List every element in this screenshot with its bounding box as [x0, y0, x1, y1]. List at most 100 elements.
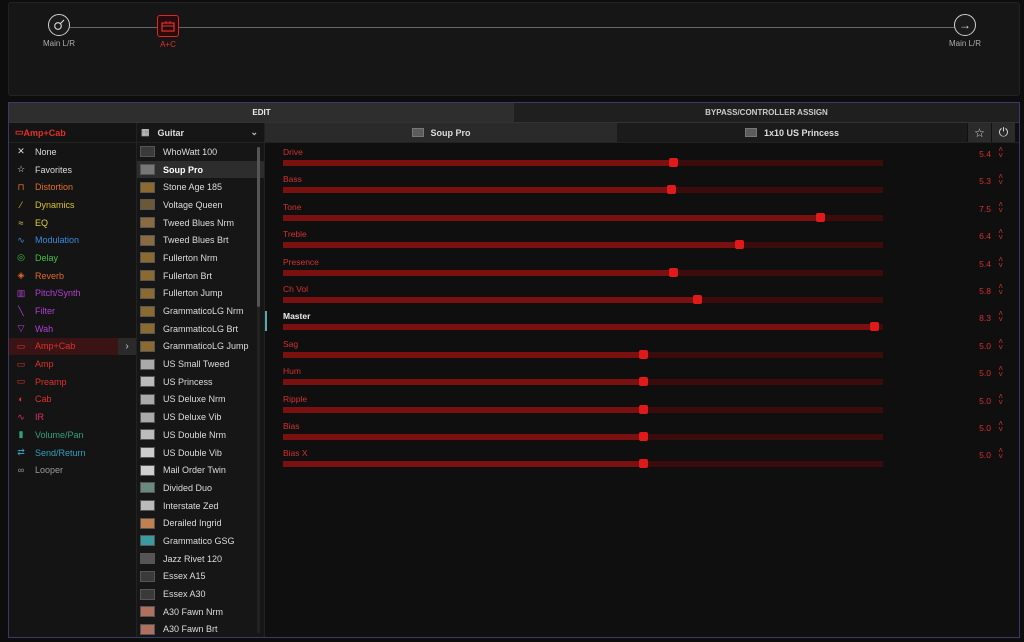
category-item[interactable]: ◈ Reverb: [9, 267, 136, 285]
category-item[interactable]: ▭ Amp: [9, 355, 136, 373]
amp-thumbnail-icon: [140, 323, 155, 335]
category-item[interactable]: ☆ Favorites: [9, 161, 136, 179]
model-item[interactable]: US Deluxe Vib: [137, 408, 264, 426]
model-list-header[interactable]: ▦ Guitar ⌄: [137, 123, 264, 143]
tab-bypass-controller-assign[interactable]: BYPASS/CONTROLLER ASSIGN: [514, 103, 1019, 123]
parameter-slider-handle[interactable]: [639, 349, 648, 359]
up-down-arrows-icon[interactable]: ˄ ˅: [998, 364, 1003, 380]
model-label: A30 Fawn Nrm: [163, 606, 224, 617]
model-item[interactable]: GrammaticoLG Nrm: [137, 302, 264, 320]
up-down-arrows-icon[interactable]: ˄ ˅: [998, 199, 1003, 215]
up-down-arrows-icon[interactable]: ˄ ˅: [998, 419, 1003, 434]
model-item[interactable]: Grammatico GSG: [137, 532, 264, 550]
model-label: Essex A30: [163, 589, 206, 600]
category-item[interactable]: ▭ Amp+Cab ›: [9, 337, 136, 356]
amp-cab-block[interactable]: [157, 15, 179, 37]
dynamics-icon: ⁄: [20, 199, 22, 210]
model-item[interactable]: US Deluxe Nrm: [137, 391, 264, 409]
model-item[interactable]: Fullerton Nrm: [137, 249, 264, 267]
category-item[interactable]: ≈ EQ: [9, 214, 136, 232]
amp-thumbnail-icon: [140, 376, 155, 388]
ampcab-icon: ▭: [15, 127, 24, 137]
cab-thumbnail-icon: [744, 128, 757, 137]
model-list-scroll-track[interactable]: [257, 147, 260, 633]
category-item[interactable]: ▮ Volume/Pan: [9, 426, 136, 444]
category-item[interactable]: ∿ Modulation: [9, 231, 136, 249]
model-item[interactable]: Jazz Rivet 120: [137, 550, 264, 568]
up-down-arrows-icon[interactable]: ˄ ˅: [998, 254, 1003, 270]
parameter-slider-handle[interactable]: [639, 432, 648, 441]
model-item[interactable]: US Princess: [137, 373, 264, 391]
parameter-slider-handle[interactable]: [666, 185, 676, 195]
model-item[interactable]: GrammaticoLG Jump: [137, 338, 264, 356]
model-item[interactable]: A30 Fawn Nrm: [137, 603, 264, 621]
up-down-arrows-icon[interactable]: ˄ ˅: [998, 336, 1003, 352]
parameter-slider-handle[interactable]: [669, 158, 678, 167]
power-button[interactable]: ⏻: [991, 123, 1015, 142]
category-item[interactable]: ◎ Delay: [9, 249, 136, 267]
category-item[interactable]: ⇄ Send/Return: [9, 444, 136, 462]
parameter-name: Ch Vol: [283, 284, 309, 294]
model-list-scrollbar[interactable]: [257, 147, 260, 307]
model-item[interactable]: US Double Nrm: [137, 426, 264, 444]
model-item[interactable]: Voltage Queen: [137, 196, 264, 214]
model-label: Fullerton Nrm: [163, 252, 218, 263]
category-item[interactable]: ⁄ Dynamics: [9, 196, 136, 214]
model-item[interactable]: Fullerton Jump: [137, 285, 264, 303]
parameter-slider-handle[interactable]: [693, 295, 702, 304]
model-item[interactable]: WhoWatt 100: [137, 143, 264, 161]
favorite-star-button[interactable]: ☆: [967, 123, 991, 142]
up-down-arrows-icon[interactable]: ˄ ˅: [998, 446, 1003, 462]
category-item[interactable]: ✕ None: [9, 143, 136, 161]
model-item[interactable]: Soup Pro: [137, 160, 264, 179]
category-item[interactable]: ▭ Preamp: [9, 373, 136, 391]
category-item[interactable]: ∞ Looper: [9, 461, 136, 479]
parameter-slider-handle[interactable]: [639, 404, 648, 414]
model-item[interactable]: A30 Fawn Brt: [137, 621, 264, 637]
category-item[interactable]: ◐ Cab: [9, 391, 136, 409]
up-down-arrows-icon[interactable]: ˄ ˅: [998, 282, 1003, 297]
parameter-slider-handle[interactable]: [870, 322, 879, 332]
parameter-slider-handle[interactable]: [639, 377, 648, 387]
model-item[interactable]: GrammaticoLG Brt: [137, 320, 264, 338]
category-item[interactable]: ▽ Wah: [9, 320, 136, 338]
parameter-slider-handle[interactable]: [639, 459, 648, 469]
model-item[interactable]: Tweed Blues Nrm: [137, 214, 264, 232]
model-item[interactable]: Essex A15: [137, 568, 264, 586]
amp-thumbnail-icon: [140, 588, 155, 600]
model-label: US Deluxe Vib: [163, 412, 222, 423]
category-label: Distortion: [35, 182, 74, 193]
model-item[interactable]: Divided Duo: [137, 479, 264, 497]
category-item[interactable]: ∿ IR: [9, 408, 136, 426]
model-item[interactable]: Stone Age 185: [137, 178, 264, 196]
cab-icon: ◐: [18, 394, 24, 405]
up-down-arrows-icon[interactable]: ˄ ˅: [998, 145, 1003, 160]
model-item[interactable]: Mail Order Twin: [137, 461, 264, 479]
category-item[interactable]: ⊓ Distortion: [9, 178, 136, 196]
input-node[interactable]: Main L/R: [29, 14, 89, 48]
cab-model-tab[interactable]: 1x10 US Princess: [617, 123, 967, 142]
parameter-slider-handle[interactable]: [669, 267, 678, 277]
model-item[interactable]: Fullerton Brt: [137, 267, 264, 285]
parameter-slider-handle[interactable]: [735, 240, 744, 250]
category-item[interactable]: ╲ Filter: [9, 302, 136, 320]
output-node[interactable]: → Main L/R: [935, 14, 995, 48]
model-item[interactable]: Interstate Zed: [137, 497, 264, 515]
up-down-arrows-icon[interactable]: ˄ ˅: [998, 172, 1003, 188]
editor-tabs: EDIT BYPASS/CONTROLLER ASSIGN: [9, 103, 1019, 123]
chevron-right-icon[interactable]: ›: [118, 337, 136, 356]
up-down-arrows-icon[interactable]: ˄ ˅: [998, 391, 1003, 407]
category-item[interactable]: ▥ Pitch/Synth: [9, 285, 136, 303]
model-item[interactable]: Essex A30: [137, 585, 264, 603]
category-header[interactable]: ▭ Amp+Cab: [9, 123, 136, 143]
parameter-slider-handle[interactable]: [816, 212, 825, 222]
tab-edit[interactable]: EDIT: [9, 103, 514, 123]
model-item[interactable]: Derailed Ingrid: [137, 514, 264, 532]
up-down-arrows-icon[interactable]: ˄ ˅: [998, 309, 1003, 325]
model-item[interactable]: US Small Tweed: [137, 355, 264, 373]
up-down-arrows-icon[interactable]: ˄ ˅: [998, 227, 1003, 243]
model-item[interactable]: Tweed Blues Brt: [137, 231, 264, 249]
parameter-slider-fill: [283, 379, 643, 386]
amp-model-tab[interactable]: Soup Pro: [265, 123, 617, 142]
model-item[interactable]: US Double Vib: [137, 444, 264, 462]
